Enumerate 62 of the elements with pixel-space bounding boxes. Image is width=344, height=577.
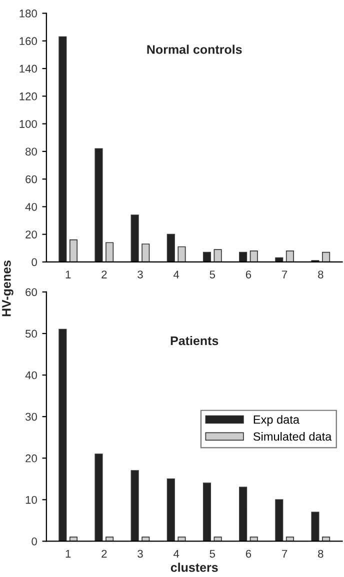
x-tick-label: 4 xyxy=(173,550,180,558)
bar xyxy=(250,250,258,262)
x-tick-label: 5 xyxy=(210,550,216,558)
y-tick-label: 0 xyxy=(32,258,37,266)
bar xyxy=(275,499,284,542)
y-tick-label: 80 xyxy=(26,148,37,156)
bar xyxy=(166,478,175,542)
x-tick-label: 3 xyxy=(138,550,143,558)
bar xyxy=(202,252,212,262)
y-tick-label: 160 xyxy=(20,37,37,46)
x-tick-label: 4 xyxy=(173,270,180,278)
bar xyxy=(311,512,320,542)
x-tick-label: 6 xyxy=(246,270,252,278)
bar xyxy=(202,482,212,542)
x-axis-title: clusters xyxy=(170,562,218,572)
x-tick-label: 8 xyxy=(318,270,324,278)
bar xyxy=(322,252,330,262)
bar xyxy=(239,486,248,542)
bar xyxy=(106,242,114,262)
y-tick-label: 140 xyxy=(20,64,37,73)
bar xyxy=(286,250,294,262)
y-tick-label: 20 xyxy=(26,454,37,462)
y-tick-label: 40 xyxy=(25,202,37,211)
x-tick-label: 1 xyxy=(66,270,71,278)
y-tick-label: 0 xyxy=(32,537,37,546)
bar xyxy=(239,252,248,262)
bar xyxy=(166,234,175,262)
x-tick-label: 5 xyxy=(210,270,216,278)
y-axis-title: HV-genes xyxy=(2,260,14,316)
bar xyxy=(58,36,67,262)
bar xyxy=(58,328,67,542)
bar xyxy=(178,246,186,262)
text: Normal controls xyxy=(147,44,242,54)
bar xyxy=(130,214,139,262)
text: Patients xyxy=(170,336,218,346)
legend-label: Simulated data xyxy=(253,432,332,441)
y-tick-label: 10 xyxy=(26,496,37,504)
y-tick-label: 120 xyxy=(20,92,37,100)
y-tick-label: 20 xyxy=(26,230,37,238)
bar xyxy=(214,249,222,262)
x-tick-label: 1 xyxy=(66,550,71,558)
y-tick-label: 100 xyxy=(20,120,37,128)
bar xyxy=(178,536,186,542)
bar xyxy=(69,239,78,262)
x-tick-label: 2 xyxy=(102,270,107,278)
y-tick-label: 40 xyxy=(25,371,37,380)
x-tick-label: 6 xyxy=(246,550,252,558)
y-tick-label: 60 xyxy=(26,288,37,296)
bar xyxy=(130,470,139,542)
x-tick-label: 3 xyxy=(138,270,143,278)
bar xyxy=(94,148,103,262)
y-tick-label: 50 xyxy=(26,330,37,338)
bar xyxy=(142,244,150,262)
y-tick-label: 30 xyxy=(25,412,37,421)
y-tick-label: 180 xyxy=(20,10,37,18)
x-tick-label: 7 xyxy=(282,270,288,278)
legend-label: Exp data xyxy=(254,415,300,426)
x-tick-label: 2 xyxy=(102,550,107,558)
y-tick-label: 60 xyxy=(26,175,37,184)
bar xyxy=(94,454,103,542)
x-tick-label: 8 xyxy=(318,550,324,558)
x-tick-label: 7 xyxy=(282,550,288,558)
